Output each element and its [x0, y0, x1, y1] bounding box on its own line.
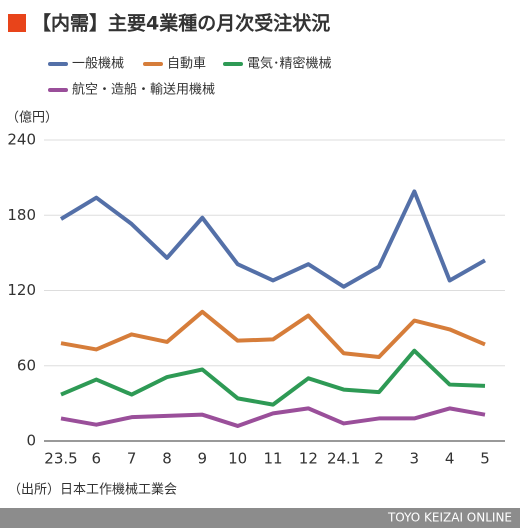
legend-label: 自動車: [167, 57, 206, 72]
footer-bar: [0, 508, 520, 528]
y-tick-label: 0: [26, 432, 36, 450]
x-tick-label: 24.1: [327, 450, 360, 468]
chart-title: 【内需】主要4業種の月次受注状況: [32, 12, 330, 35]
x-tick-label: 7: [127, 450, 137, 468]
legend-label: 電気･精密機械: [247, 56, 332, 72]
x-tick-label: 10: [228, 450, 247, 468]
x-tick-label: 23.5: [44, 450, 77, 468]
y-tick-label: 180: [7, 206, 36, 224]
y-tick-label: 120: [7, 281, 36, 299]
y-tick-label: 60: [17, 356, 36, 374]
title-marker: [8, 14, 26, 32]
footer: TOYO KEIZAI ONLINE: [387, 511, 512, 525]
series-line: [60, 309, 486, 359]
x-tick-label: 2: [374, 450, 384, 468]
series-line: [60, 348, 486, 407]
source: （出所）日本工作機械工業会: [8, 482, 177, 498]
y-tick-label: 240: [7, 131, 36, 149]
legend-label: 航空・造船・輸送用機械: [72, 82, 215, 98]
x-tick-label: 12: [299, 450, 318, 468]
x-tick-label: 9: [198, 450, 208, 468]
legend-label: 一般機械: [72, 56, 124, 72]
x-tick-label: 5: [480, 450, 490, 468]
series-line: [60, 406, 486, 428]
x-tick-label: 3: [410, 450, 420, 468]
x-tick-label: 4: [445, 450, 455, 468]
series-line: [59, 189, 486, 289]
unit-label: （億円）: [6, 110, 58, 126]
x-tick-label: 8: [162, 450, 172, 468]
x-tick-label: 11: [263, 450, 282, 468]
x-tick-label: 6: [92, 450, 102, 468]
